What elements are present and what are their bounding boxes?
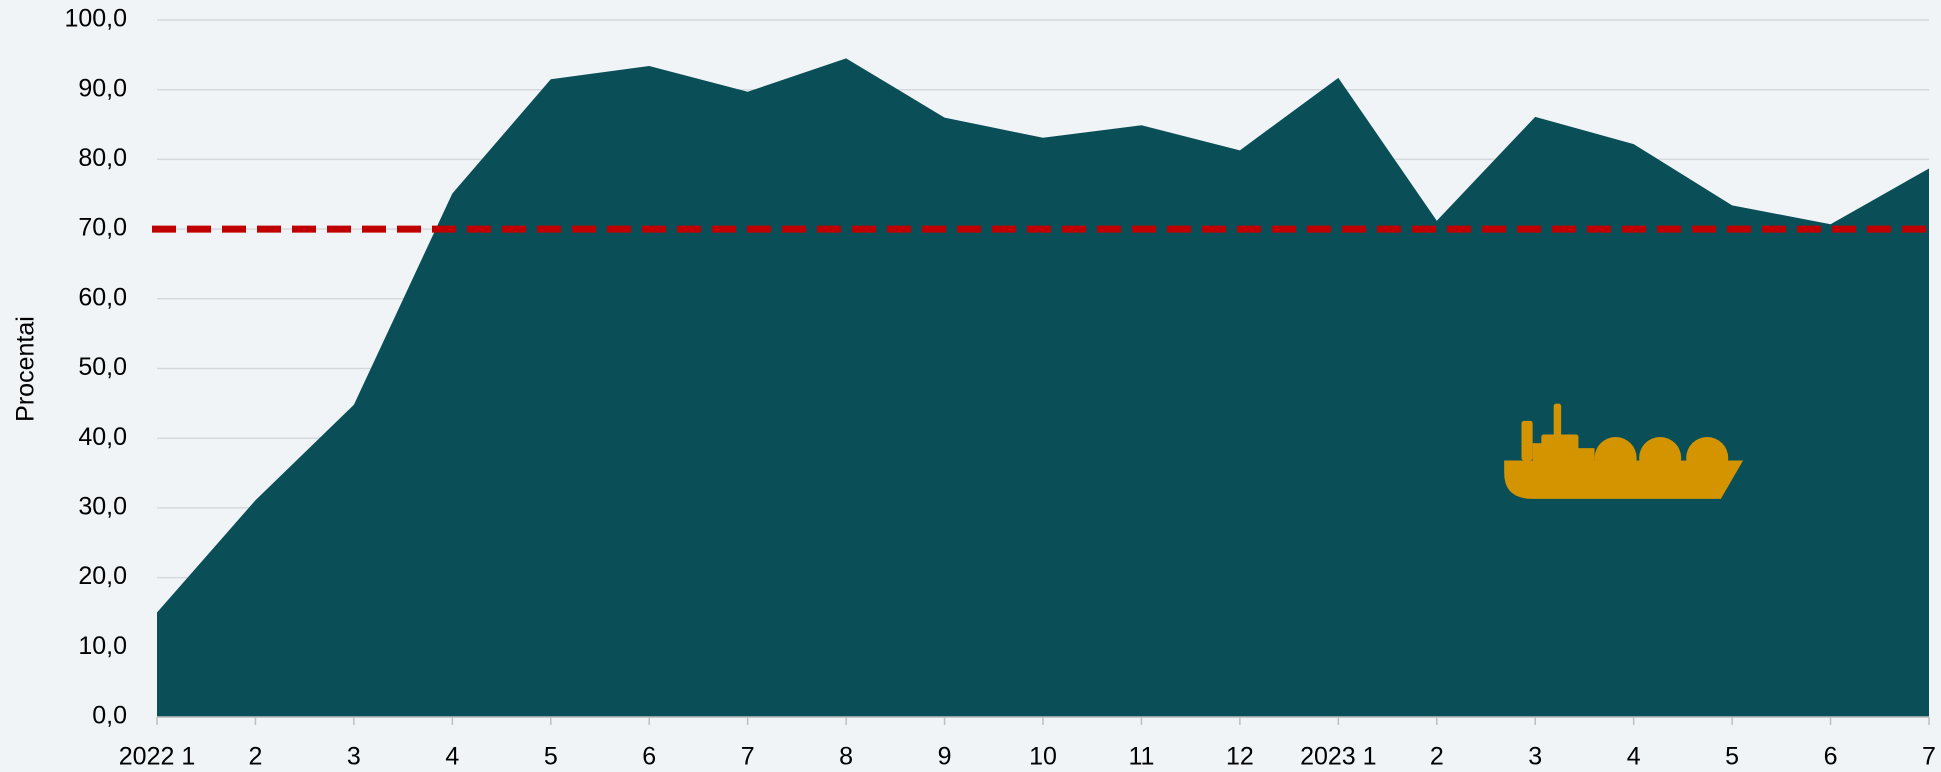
y-tick-label: 20,0 <box>78 562 127 590</box>
y-tick-label: 50,0 <box>78 353 127 381</box>
x-tick-label: 7 <box>741 743 755 771</box>
x-tick-label: 5 <box>544 743 558 771</box>
x-tick-label: 4 <box>445 743 459 771</box>
y-tick-label: 70,0 <box>78 214 127 242</box>
x-tick-label: 5 <box>1725 743 1739 771</box>
x-tick-label: 3 <box>347 743 361 771</box>
x-tick-label: 8 <box>839 743 853 771</box>
x-tick-label: 2 <box>1430 743 1444 771</box>
y-tick-label: 40,0 <box>78 423 127 451</box>
y-tick-label: 10,0 <box>78 632 127 660</box>
y-tick-label: 80,0 <box>78 144 127 172</box>
area <box>157 58 1929 717</box>
x-tick-label: 9 <box>938 743 952 771</box>
x-tick-label: 10 <box>1029 743 1057 771</box>
x-tick-label: 6 <box>642 743 656 771</box>
y-tick-label: 0,0 <box>92 702 127 730</box>
y-tick-label: 100,0 <box>64 5 127 33</box>
y-tick-label: 30,0 <box>78 493 127 521</box>
x-tick-label: 6 <box>1824 743 1838 771</box>
y-axis-label: Procentai <box>12 316 40 422</box>
y-tick-label: 60,0 <box>78 283 127 311</box>
x-tick-label: 2022 1 <box>119 743 195 771</box>
plot-area <box>152 19 1930 725</box>
x-tick-label: 12 <box>1226 743 1254 771</box>
x-tick-label: 7 <box>1922 743 1936 771</box>
y-tick-label: 90,0 <box>78 74 127 102</box>
x-tick-label: 2023 1 <box>1300 743 1376 771</box>
ship-icon <box>1504 403 1744 499</box>
x-tick-label: 4 <box>1627 743 1641 771</box>
x-tick-label: 3 <box>1528 743 1542 771</box>
x-tick-label: 2 <box>248 743 262 771</box>
x-tick-label: 11 <box>1128 743 1154 771</box>
